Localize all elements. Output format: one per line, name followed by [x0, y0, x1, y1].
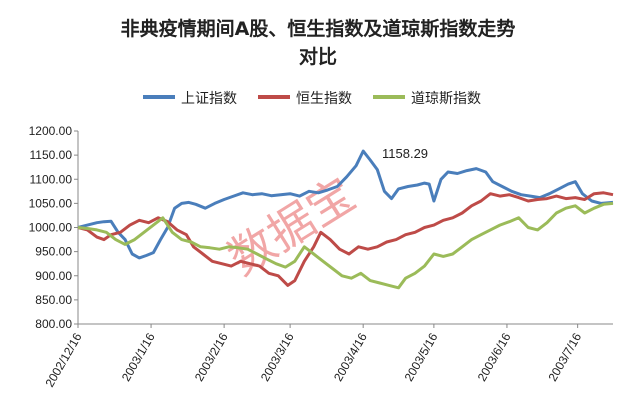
y-tick-label: 1100.00	[30, 172, 73, 186]
y-tick-label: 1200.00	[29, 124, 73, 138]
series-line	[77, 201, 614, 290]
peak-annotation: 1158.29	[382, 146, 428, 161]
watermark: 数据宝	[219, 167, 365, 286]
x-tick-label: 2003/1/16	[119, 330, 158, 384]
chart-title: 非典疫情期间A股、恒生指数及道琼斯指数走势	[121, 17, 516, 40]
x-tick-label: 2003/5/16	[402, 330, 441, 384]
y-tick-label: 1050.00	[29, 196, 73, 210]
y-tick-label: 950.00	[35, 245, 72, 259]
legend-label: 恒生指数	[296, 91, 352, 107]
legend: 上证指数 恒生指数 道琼斯指数	[143, 91, 481, 107]
x-tick-label: 2003/4/16	[331, 330, 370, 384]
x-tick-label: 2003/2/16	[192, 330, 231, 384]
legend-label: 上证指数	[181, 91, 237, 107]
y-tick-label: 850.00	[35, 293, 72, 307]
legend-item: 恒生指数	[258, 91, 352, 107]
y-tick-label: 1000.00	[29, 221, 73, 235]
axes: 800.00 850.00 900.00 950.00 1000.00 1050.00 11…	[29, 124, 613, 390]
series-line	[77, 149, 614, 260]
chart-title-line2: 对比	[299, 45, 337, 68]
y-tick-label: 900.00	[35, 269, 72, 283]
y-tick-label: 800.00	[35, 317, 72, 331]
legend-item: 上证指数	[143, 91, 237, 107]
legend-label: 道琼斯指数	[411, 91, 481, 107]
y-tick-label: 1150.00	[30, 148, 73, 162]
watermark-text: 数据宝	[219, 167, 365, 286]
x-tick-label: 2002/12/16	[42, 330, 84, 389]
legend-item: 道琼斯指数	[373, 91, 481, 107]
x-tick-label: 2003/3/16	[258, 330, 297, 384]
series-group	[77, 149, 614, 290]
x-tick-label: 2003/6/16	[475, 330, 514, 384]
x-tick-label: 2003/7/16	[545, 330, 584, 384]
